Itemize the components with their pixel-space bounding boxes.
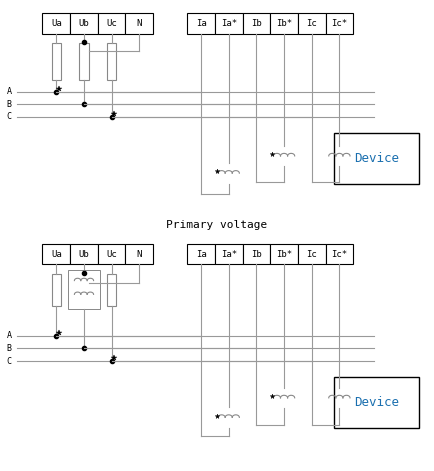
Text: Uc: Uc	[106, 250, 117, 259]
Bar	[70, 244, 98, 265]
Text: Ia: Ia	[196, 19, 207, 28]
Text: Device: Device	[354, 396, 399, 409]
Text: Ub: Ub	[79, 250, 89, 259]
Text: Primary voltage: Primary voltage	[166, 220, 268, 230]
Text: Ia: Ia	[196, 250, 207, 259]
Bar	[107, 43, 116, 80]
Text: N: N	[137, 19, 142, 28]
Bar	[326, 13, 353, 34]
Bar	[270, 13, 298, 34]
Text: Ia*: Ia*	[220, 250, 237, 259]
Text: Ib*: Ib*	[276, 19, 292, 28]
Text: Ub: Ub	[79, 19, 89, 28]
Text: Ic*: Ic*	[331, 19, 348, 28]
Text: Ic: Ic	[306, 250, 317, 259]
Bar	[326, 244, 353, 265]
Text: Ib: Ib	[251, 19, 262, 28]
Text: Ia*: Ia*	[220, 19, 237, 28]
Bar	[187, 244, 215, 265]
Text: Device: Device	[354, 152, 399, 165]
Text: Ic*: Ic*	[331, 250, 348, 259]
Bar	[187, 13, 215, 34]
Text: Ic: Ic	[306, 19, 317, 28]
Text: B: B	[7, 344, 12, 353]
Text: Ib*: Ib*	[276, 250, 292, 259]
Bar	[298, 244, 326, 265]
Bar	[98, 13, 125, 34]
Bar	[125, 13, 153, 34]
Bar	[334, 377, 419, 428]
Text: A: A	[7, 331, 12, 340]
Bar	[98, 244, 125, 265]
Bar	[107, 274, 116, 306]
Text: C: C	[7, 357, 12, 365]
Bar	[298, 13, 326, 34]
Bar	[43, 244, 70, 265]
Bar	[334, 133, 419, 184]
Bar	[270, 244, 298, 265]
Text: N: N	[137, 250, 142, 259]
Text: C: C	[7, 113, 12, 122]
Bar	[125, 244, 153, 265]
Bar	[79, 43, 89, 80]
Text: A: A	[7, 87, 12, 96]
Bar	[215, 244, 243, 265]
Bar	[52, 274, 61, 306]
Bar	[243, 13, 270, 34]
Bar	[215, 13, 243, 34]
Bar	[243, 244, 270, 265]
Text: Ua: Ua	[51, 19, 62, 28]
Bar	[52, 43, 61, 80]
Text: Uc: Uc	[106, 19, 117, 28]
Text: B: B	[7, 100, 12, 109]
Bar	[68, 270, 100, 309]
Bar	[43, 13, 70, 34]
Text: Ib: Ib	[251, 250, 262, 259]
Text: Ua: Ua	[51, 250, 62, 259]
Bar	[70, 13, 98, 34]
